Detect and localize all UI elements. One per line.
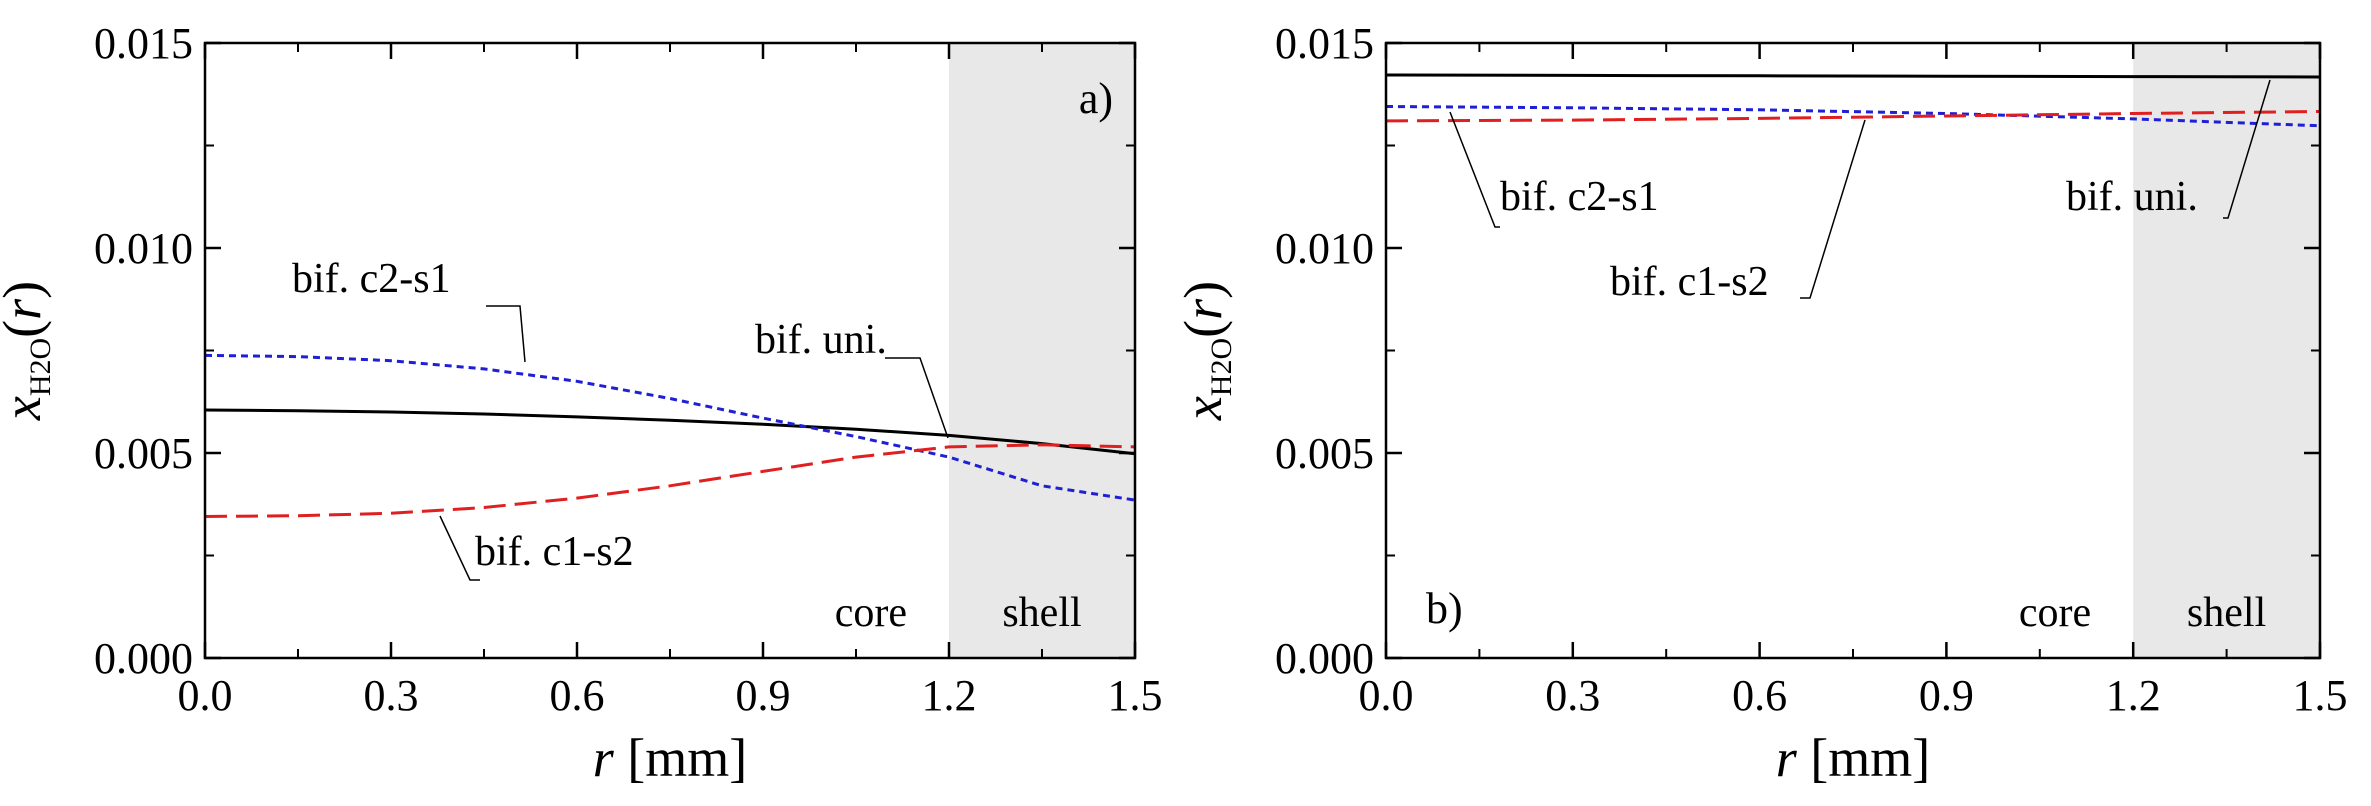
- annotation-leader: [439, 515, 480, 581]
- annotation-label: bif. uni.: [755, 317, 887, 363]
- annotation-leader: [1449, 111, 1500, 228]
- x-tick-label: 0.3: [1545, 671, 1600, 720]
- y-tick-label: 0.000: [94, 634, 193, 683]
- shell-region: [949, 43, 1135, 658]
- x-axis-title: r [mm]: [1776, 728, 1931, 788]
- x-axis-var: r: [1776, 728, 1798, 788]
- annotation-label: bif. c1-s2: [1610, 259, 1769, 305]
- series-line-bif-c2-s1: [204, 353, 1136, 502]
- x-axis-title: r [mm]: [593, 728, 748, 788]
- x-tick-label: 0.0: [178, 671, 233, 720]
- annotation-leader: [486, 305, 526, 363]
- x-tick-label: 0.0: [1359, 671, 1414, 720]
- panel-b: 0.0 0.3 0.6 0.9 1.2 1.5 0.000 0.005 0.010 0.015 r …: [1173, 19, 2348, 788]
- x-tick-label: 1.2: [2106, 671, 2161, 720]
- y-axis-var: x: [1173, 396, 1233, 421]
- y-axis-arg: r: [0, 298, 52, 320]
- y-axis-arg: r: [1173, 298, 1233, 320]
- series-line-bif-uni: [1385, 73, 2321, 79]
- x-tick-label: 0.9: [1919, 671, 1974, 720]
- y-axis-title: xH2O(r): [1173, 281, 1238, 421]
- series-line-bif-uni: [204, 408, 1136, 456]
- x-tick-label: 0.6: [1732, 671, 1787, 720]
- y-tick-label: 0.010: [94, 224, 193, 273]
- y-tick-label: 0.005: [94, 429, 193, 478]
- core-label: core: [835, 590, 907, 636]
- y-axis-paren-close: ): [1173, 281, 1233, 299]
- annotation-label: bif. c1-s2: [475, 529, 634, 575]
- annotation-label: bif. c2-s1: [1500, 174, 1659, 220]
- annotation-label: bif. c2-s1: [292, 256, 451, 302]
- x-axis-unit: [mm]: [614, 728, 747, 788]
- y-axis-paren-open: (: [0, 320, 52, 338]
- annotation-leader: [885, 357, 949, 439]
- panel-label: a): [1079, 74, 1113, 123]
- y-axis-title: xH2O(r): [0, 281, 57, 421]
- y-tick-label: 0.000: [1275, 634, 1374, 683]
- y-tick-label: 0.015: [94, 19, 193, 68]
- x-tick-label: 0.3: [364, 671, 419, 720]
- x-tick-label: 0.6: [550, 671, 605, 720]
- y-axis-paren-open: (: [1173, 320, 1233, 338]
- shell-label: shell: [1002, 590, 1081, 636]
- y-tick-label: 0.015: [1275, 19, 1374, 68]
- annotation-leader: [1800, 119, 1866, 299]
- shell-label: shell: [2187, 590, 2266, 636]
- annotation-leader: [2223, 79, 2271, 219]
- x-tick-label: 1.5: [2293, 671, 2348, 720]
- x-axis-var: r: [593, 728, 615, 788]
- core-label: core: [2019, 590, 2091, 636]
- y-axis-paren-close: ): [0, 281, 52, 299]
- panel-label: b): [1426, 584, 1463, 633]
- y-tick-label: 0.005: [1275, 429, 1374, 478]
- x-tick-label: 1.5: [1108, 671, 1163, 720]
- annotation-label: bif. uni.: [2066, 174, 2198, 220]
- x-tick-label: 1.2: [922, 671, 977, 720]
- shell-region: [2133, 43, 2320, 658]
- panel-a: 0.0 0.3 0.6 0.9 1.2 1.5 0.000 0.005 0.010 0.015 r …: [0, 19, 1163, 788]
- x-tick-label: 0.9: [736, 671, 791, 720]
- y-axis-subscript: H2O: [1205, 338, 1238, 396]
- x-axis-unit: [mm]: [1797, 728, 1930, 788]
- series-line-bif-c1-s2: [204, 443, 1136, 518]
- y-tick-label: 0.010: [1275, 224, 1374, 273]
- y-axis-var: x: [0, 396, 52, 421]
- series-line-bif-c1-s2: [1385, 110, 2321, 123]
- y-axis-subscript: H2O: [24, 338, 57, 396]
